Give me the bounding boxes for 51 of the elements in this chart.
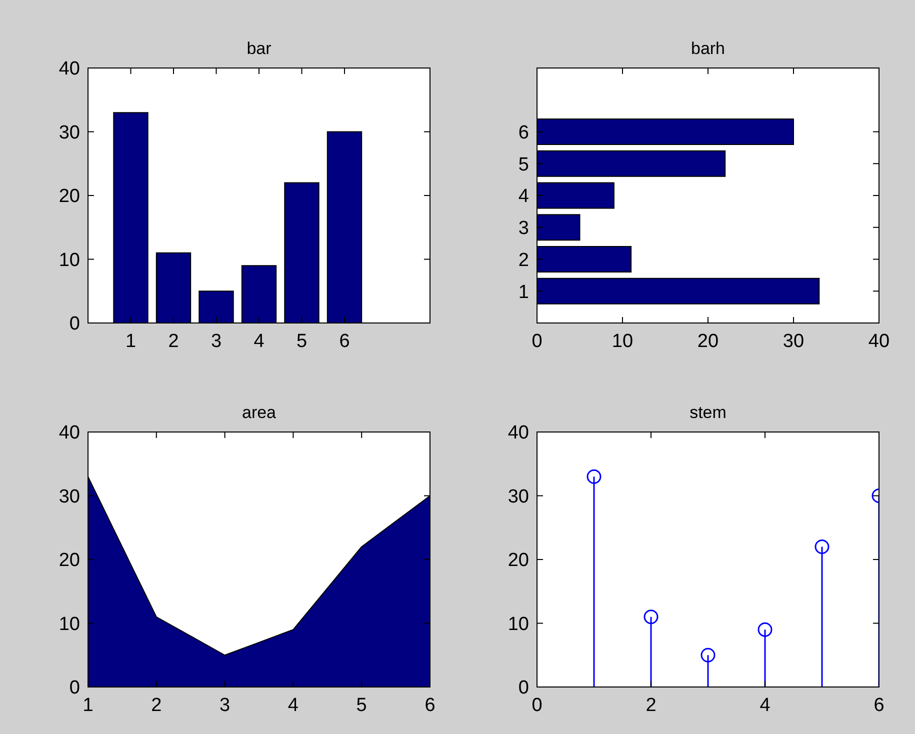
y-tick-label: 40 [58,58,80,80]
x-tick-label: 6 [874,695,884,716]
point [644,610,658,624]
point [700,648,716,662]
x-tick-label: 5 [356,695,367,716]
y-tick-label: 2 [518,250,529,271]
x-tick-label: 1 [82,695,94,716]
x-tick-label: 4 [760,695,771,716]
x-tick-label: 6 [339,331,350,352]
y-tick-label: 10 [58,250,80,271]
point [758,622,772,637]
y-tick-label: 4 [518,186,530,208]
y-tick-label: 0 [69,678,80,699]
x-tick-label: 30 [782,331,804,352]
x-tick-label: 0 [532,331,542,352]
x-tick-label: 0 [532,695,542,716]
y-tick-label: 10 [508,614,529,635]
y-tick-label: 30 [508,486,529,508]
chart-title: barh [690,39,726,58]
x-tick-label: 6 [424,695,436,716]
y-tick-label: 40 [508,422,529,444]
y-tick-label: 40 [58,422,80,444]
chart-title: bar [246,39,272,58]
x-tick-label: 4 [288,695,299,716]
x-tick-label: 2 [151,695,162,716]
y-tick-label: 0 [518,678,529,699]
chart-title: stem [690,403,726,422]
y-tick-label: 0 [69,314,80,335]
y-tick-label: 20 [508,550,529,572]
y-tick-label: 20 [58,550,80,572]
y-tick-label: 1 [518,282,529,303]
point [586,469,602,484]
x-tick-label: 4 [254,331,265,352]
y-tick-label: 10 [58,614,80,635]
x-tick-label: 40 [868,331,890,352]
x-tick-label: 20 [697,331,719,352]
x-tick-label: 2 [646,695,656,716]
y-tick-label: 30 [58,486,80,508]
y-tick-label: 20 [58,186,80,208]
x-tick-label: 10 [612,331,634,352]
y-tick-label: 3 [518,218,529,240]
y-tick-label: 30 [58,122,80,144]
x-tick-label: 3 [210,331,222,352]
x-tick-label: 1 [125,331,136,352]
x-tick-label: 5 [296,331,308,352]
point [814,540,830,554]
x-tick-label: 3 [220,695,230,716]
y-tick-label: 6 [518,122,529,144]
chart-title: area [242,403,277,422]
x-tick-label: 2 [168,331,179,352]
y-tick-label: 5 [518,154,529,176]
